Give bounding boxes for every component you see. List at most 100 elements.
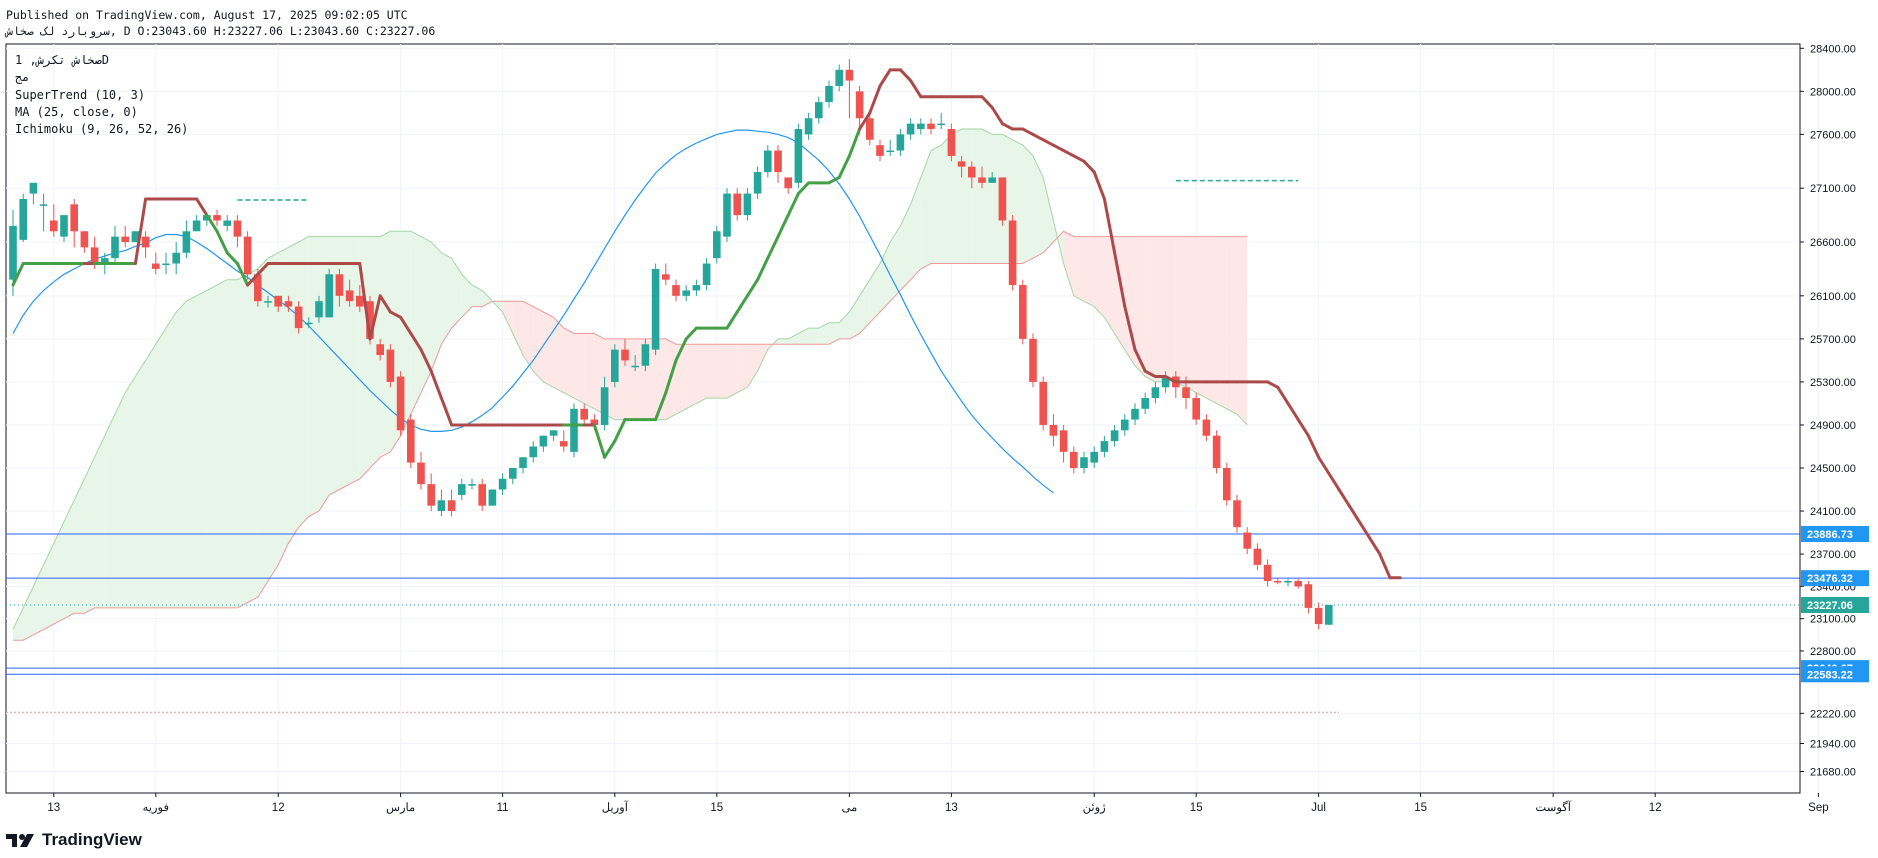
y-tick-label: 22220.00: [1810, 708, 1856, 720]
candle-body: [182, 231, 191, 253]
supertrend-segment: [133, 197, 148, 266]
tradingview-logo-icon: [6, 834, 34, 847]
cloud-segment: [247, 268, 258, 603]
cloud-segment: [696, 344, 707, 404]
cloud-segment: [563, 328, 574, 399]
candle-body: [254, 274, 262, 302]
cloud-segment: [502, 301, 513, 334]
candle-body: [723, 193, 731, 237]
cloud-segment: [53, 521, 64, 625]
candle-body: [580, 408, 588, 420]
cloud-segment: [227, 279, 238, 608]
candle-body: [152, 263, 160, 269]
supertrend-segment: [592, 423, 607, 459]
tradingview-logo[interactable]: TradingView: [6, 830, 142, 850]
candle-body: [998, 177, 1007, 221]
candle-body: [937, 123, 945, 126]
time-axis[interactable]: 13 فوریه 12 مارس 11 آوریل 15 می 13 ژوئن 15 Jul 15 آگو…: [6, 792, 1829, 814]
price-tag-label: 23227.06: [1807, 600, 1853, 612]
legend-ichimoku[interactable]: Ichimoku (9, 26, 52, 26): [15, 122, 189, 136]
supertrend-segment: [205, 213, 219, 233]
price-tag: [1801, 596, 1869, 613]
supertrend-segment: [246, 272, 260, 287]
cloud-segment: [1206, 236, 1217, 404]
candle-body: [662, 274, 670, 280]
candle-body: [743, 193, 752, 216]
cloud-segment: [584, 333, 595, 409]
supertrend-segment: [11, 262, 25, 287]
supertrend-segment: [1337, 488, 1351, 508]
candle-body: [488, 489, 497, 506]
x-tick-label: Sep: [1808, 802, 1828, 814]
candle-body: [498, 478, 507, 490]
supertrend-segment: [1000, 122, 1015, 131]
candle-body: [866, 118, 874, 140]
supertrend-segment: [674, 337, 688, 362]
cloud-segment: [1155, 236, 1166, 382]
supertrend-line: [11, 68, 1402, 580]
cloud-segment: [839, 311, 850, 339]
supertrend-segment: [225, 251, 239, 266]
supertrend-segment: [1051, 143, 1066, 153]
candle-body: [611, 349, 619, 382]
supertrend-segment: [980, 95, 994, 109]
legend-ma[interactable]: MA (25, close, 0): [15, 105, 138, 119]
candle-body: [437, 500, 446, 512]
candle-body: [427, 484, 435, 506]
candle-body: [121, 236, 129, 243]
cloud-segment: [84, 457, 95, 614]
supertrend-segment: [1082, 159, 1096, 174]
x-tick-label: 11: [497, 802, 509, 814]
candle-body: [101, 258, 109, 264]
cloud-segment: [237, 274, 248, 608]
candle-body: [876, 145, 884, 156]
candle-body: [621, 349, 629, 361]
candle-body: [1151, 387, 1160, 399]
candle-body: [651, 268, 660, 350]
cloud-segment: [757, 344, 768, 372]
candle-body: [733, 193, 741, 216]
cloud-segment: [380, 231, 391, 458]
cloud-segment: [166, 311, 177, 608]
supertrend-segment: [878, 68, 892, 88]
y-tick-label: 24500.00: [1810, 463, 1856, 475]
x-tick-label: 13: [945, 802, 958, 814]
supertrend-segment: [1347, 504, 1361, 524]
cloud-segment: [716, 344, 727, 399]
x-tick-label: 15: [1414, 802, 1427, 814]
cloud-segment: [574, 333, 585, 404]
supertrend-segment: [399, 315, 413, 335]
y-tick-label: 24100.00: [1810, 506, 1856, 518]
candle-body: [162, 263, 170, 266]
cloud-segment: [257, 258, 268, 598]
candle-body: [1070, 451, 1078, 469]
supertrend-segment: [766, 235, 780, 260]
supertrend-segment: [195, 197, 209, 217]
cloud-segment: [910, 177, 921, 280]
candle-body: [19, 198, 27, 240]
candle-body: [274, 295, 282, 307]
candle-body: [560, 441, 568, 447]
candle-body: [906, 123, 915, 135]
price-axis[interactable]: 28400.00 28000.00 27600.00 27100.00 26600.00…: [1800, 43, 1856, 778]
y-tick-label: 26600.00: [1810, 237, 1856, 249]
candle-body: [519, 457, 527, 469]
candle-body: [335, 274, 344, 296]
symbol-ohlc-line: سروبارد لک صخاش, D O:23043.60 H:23227.06…: [6, 24, 436, 38]
candle-body: [294, 306, 303, 329]
supertrend-segment: [1041, 138, 1055, 147]
cloud-segment: [441, 252, 452, 345]
candle-body: [60, 215, 68, 237]
price-tag: [1801, 666, 1869, 683]
legend-supertrend[interactable]: SuperTrend (10, 3): [15, 88, 146, 102]
candle-body: [1110, 430, 1119, 442]
candle-body: [1223, 468, 1231, 501]
supertrend-segment: [419, 348, 433, 373]
y-tick-label: 25700.00: [1810, 334, 1856, 346]
cloud-segment: [94, 435, 105, 608]
candle-body: [1243, 532, 1251, 549]
cloud-segment: [349, 236, 360, 485]
candle-body: [468, 484, 476, 486]
candle-body: [845, 69, 854, 81]
